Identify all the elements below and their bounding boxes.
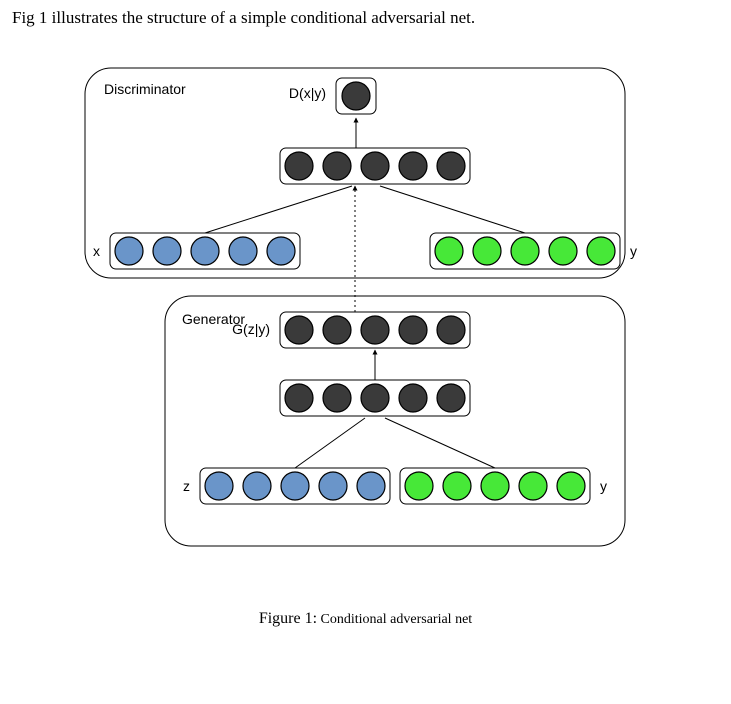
- e-gz-ghidden: [295, 418, 365, 468]
- d-x-node: [229, 237, 257, 265]
- figure-caption: Figure 1: Conditional adversarial net: [0, 568, 731, 642]
- e-dx-dhidden: [205, 186, 352, 233]
- figure-1: DiscriminatorD(x|y)xyGeneratorG(z|y)zy: [0, 28, 731, 568]
- g-output-node: [437, 316, 465, 344]
- g-z-node: [243, 472, 271, 500]
- gzy-label: G(z|y): [232, 321, 270, 337]
- d-y-node: [473, 237, 501, 265]
- g-output-node: [361, 316, 389, 344]
- intro-text: Fig 1 illustrates the structure of a sim…: [0, 0, 731, 28]
- caption-text: Conditional adversarial net: [317, 612, 472, 627]
- g-hidden-node: [285, 384, 313, 412]
- g-y-node: [519, 472, 547, 500]
- y-bottom-label: y: [600, 478, 607, 494]
- x-label: x: [93, 243, 100, 259]
- g-y-node: [443, 472, 471, 500]
- g-output-node: [323, 316, 351, 344]
- d-hidden-node: [323, 152, 351, 180]
- z-label: z: [183, 478, 190, 494]
- d-hidden-node: [399, 152, 427, 180]
- conditional-gan-diagram: DiscriminatorD(x|y)xyGeneratorG(z|y)zy: [0, 28, 731, 568]
- g-hidden-node: [361, 384, 389, 412]
- g-y-node: [557, 472, 585, 500]
- d-y-node: [587, 237, 615, 265]
- e-dy-dhidden: [380, 186, 525, 233]
- g-y-node: [405, 472, 433, 500]
- y-top-label: y: [630, 243, 637, 259]
- discriminator-label: Discriminator: [104, 81, 186, 97]
- g-hidden-node: [399, 384, 427, 412]
- d-x-node: [153, 237, 181, 265]
- g-z-node: [205, 472, 233, 500]
- g-z-node: [319, 472, 347, 500]
- d-y-node: [549, 237, 577, 265]
- d-hidden-node: [361, 152, 389, 180]
- caption-label: Figure 1:: [259, 610, 317, 627]
- g-hidden-node: [323, 384, 351, 412]
- d-x-node: [267, 237, 295, 265]
- g-output-node: [399, 316, 427, 344]
- d-output-node: [342, 82, 370, 110]
- e-gy-ghidden: [385, 418, 495, 468]
- d-y-node: [511, 237, 539, 265]
- d-x-node: [115, 237, 143, 265]
- g-z-node: [357, 472, 385, 500]
- g-hidden-node: [437, 384, 465, 412]
- d-x-node: [191, 237, 219, 265]
- d-y-node: [435, 237, 463, 265]
- dxy-label: D(x|y): [289, 85, 326, 101]
- g-z-node: [281, 472, 309, 500]
- g-y-node: [481, 472, 509, 500]
- d-hidden-node: [285, 152, 313, 180]
- d-hidden-node: [437, 152, 465, 180]
- g-output-node: [285, 316, 313, 344]
